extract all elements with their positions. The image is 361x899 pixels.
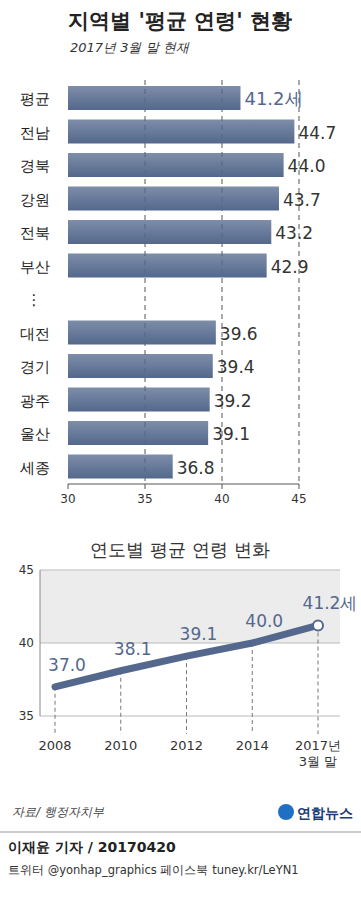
tick-mark — [222, 484, 223, 489]
bar — [68, 388, 210, 412]
category-label: 경기 — [20, 358, 50, 376]
data-label: 39.2 — [214, 391, 252, 411]
category-label: 전북 — [20, 224, 50, 242]
data-label: 43.7 — [283, 190, 321, 210]
data-label: 38.1 — [114, 639, 152, 659]
bar — [68, 153, 284, 177]
grid-line — [40, 570, 340, 571]
bar — [68, 120, 294, 144]
tick-mark — [68, 484, 69, 489]
category-label: 경북 — [20, 157, 50, 175]
category-label: 광주 — [20, 392, 50, 410]
subtitle: 2017년 3월 말 현재 — [70, 40, 190, 55]
bars — [68, 86, 294, 479]
data-label: 40.0 — [245, 611, 283, 631]
category-label: 2014 — [236, 738, 269, 753]
logo: 연합뉴스 — [297, 805, 353, 821]
category-label: ⋮ — [27, 291, 42, 309]
tick-mark — [145, 484, 146, 489]
tick-label: 40 — [19, 636, 34, 650]
category-label: 대전 — [20, 325, 50, 343]
logo-mark — [278, 804, 294, 820]
tick-label: 30 — [60, 492, 75, 506]
bar — [68, 354, 213, 378]
page: 지역별 '평균 연령' 현황 2017년 3월 말 현재 30 35 40 45 평균 41.… — [0, 0, 361, 899]
x-axis — [68, 484, 299, 485]
grid-line — [252, 643, 253, 734]
category-label: 2017년3월 말 — [295, 738, 341, 769]
category-label: 부산 — [20, 258, 50, 276]
data-label: 39.1 — [180, 624, 218, 644]
bar — [68, 254, 267, 278]
data-label: 36.8 — [177, 458, 215, 478]
title: 지역별 '평균 연령' 현황 — [68, 9, 292, 33]
bar — [68, 321, 216, 345]
divider — [0, 832, 361, 833]
category-label: 2012 — [170, 738, 203, 753]
grid-line — [55, 687, 56, 734]
data-label: 41.2세 — [244, 88, 302, 109]
background — [0, 0, 361, 899]
bar — [68, 455, 173, 479]
data-label: 39.1 — [212, 424, 250, 444]
tick-mark — [299, 484, 300, 489]
byline: 이재윤 기자 / 20170420 — [8, 839, 176, 855]
category-label: 2010 — [104, 738, 137, 753]
grid-line — [318, 625, 319, 734]
data-label: 39.4 — [217, 357, 255, 377]
category-label: 평균 — [20, 90, 50, 108]
plot-area — [40, 570, 340, 716]
bar — [68, 187, 279, 211]
tick-label: 45 — [19, 563, 34, 577]
social: 트위터 @yonhap_graphics 페이스북 tuney.kr/LeYN1 — [8, 863, 299, 877]
bar — [68, 421, 208, 445]
data-label: 37.0 — [48, 655, 86, 675]
category-label: 전남 — [20, 124, 50, 142]
category-label: 세종 — [20, 459, 50, 477]
tick-label: 40 — [214, 492, 229, 506]
data-label: 43.2 — [275, 223, 313, 243]
data-label: 42.9 — [271, 257, 309, 277]
category-label: 2008 — [38, 738, 71, 753]
y-axis — [40, 570, 41, 716]
data-label: 44.7 — [298, 123, 336, 143]
bar — [68, 220, 271, 244]
tick-label: 35 — [19, 709, 34, 723]
grid-line — [40, 716, 340, 717]
data-label: 39.6 — [220, 324, 258, 344]
data-label: 44.0 — [288, 156, 326, 176]
source: 자료/ 행정자치부 — [12, 805, 105, 819]
title: 연도별 평균 연령 변화 — [90, 539, 269, 560]
category-label: 강원 — [20, 191, 50, 209]
tick-label: 45 — [291, 492, 306, 506]
grid-line — [186, 656, 187, 734]
grid-line — [120, 671, 121, 734]
category-label: 울산 — [20, 425, 50, 443]
bar — [68, 86, 240, 110]
marker — [313, 620, 323, 630]
tick-label: 35 — [137, 492, 152, 506]
data-label: 41.2세 — [303, 593, 358, 613]
